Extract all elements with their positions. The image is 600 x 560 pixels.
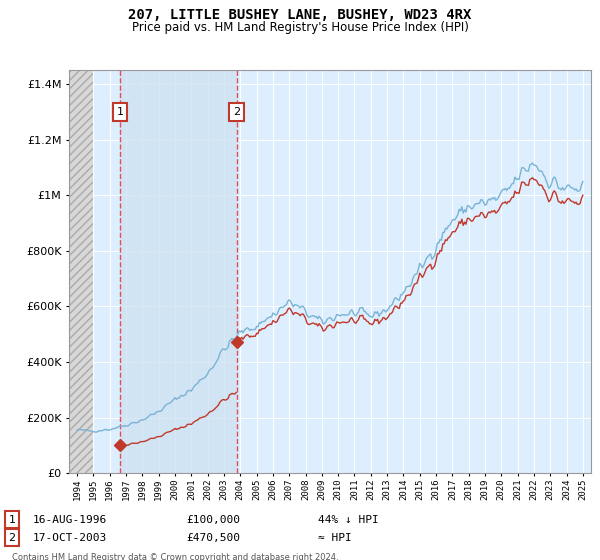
Text: 17-OCT-2003: 17-OCT-2003 bbox=[33, 533, 107, 543]
Text: ≈ HPI: ≈ HPI bbox=[318, 533, 352, 543]
Text: 44% ↓ HPI: 44% ↓ HPI bbox=[318, 515, 379, 525]
Text: Price paid vs. HM Land Registry's House Price Index (HPI): Price paid vs. HM Land Registry's House … bbox=[131, 21, 469, 34]
Text: 2: 2 bbox=[233, 107, 241, 116]
Text: 16-AUG-1996: 16-AUG-1996 bbox=[33, 515, 107, 525]
Text: £470,500: £470,500 bbox=[186, 533, 240, 543]
Text: Contains HM Land Registry data © Crown copyright and database right 2024.
This d: Contains HM Land Registry data © Crown c… bbox=[12, 553, 338, 560]
Bar bbox=[69, 70, 94, 473]
Text: 1: 1 bbox=[8, 515, 16, 525]
Text: 2: 2 bbox=[8, 533, 16, 543]
Text: 1: 1 bbox=[116, 107, 124, 116]
Text: 207, LITTLE BUSHEY LANE, BUSHEY, WD23 4RX: 207, LITTLE BUSHEY LANE, BUSHEY, WD23 4R… bbox=[128, 8, 472, 22]
Bar bbox=[120, 70, 237, 473]
Text: £100,000: £100,000 bbox=[186, 515, 240, 525]
